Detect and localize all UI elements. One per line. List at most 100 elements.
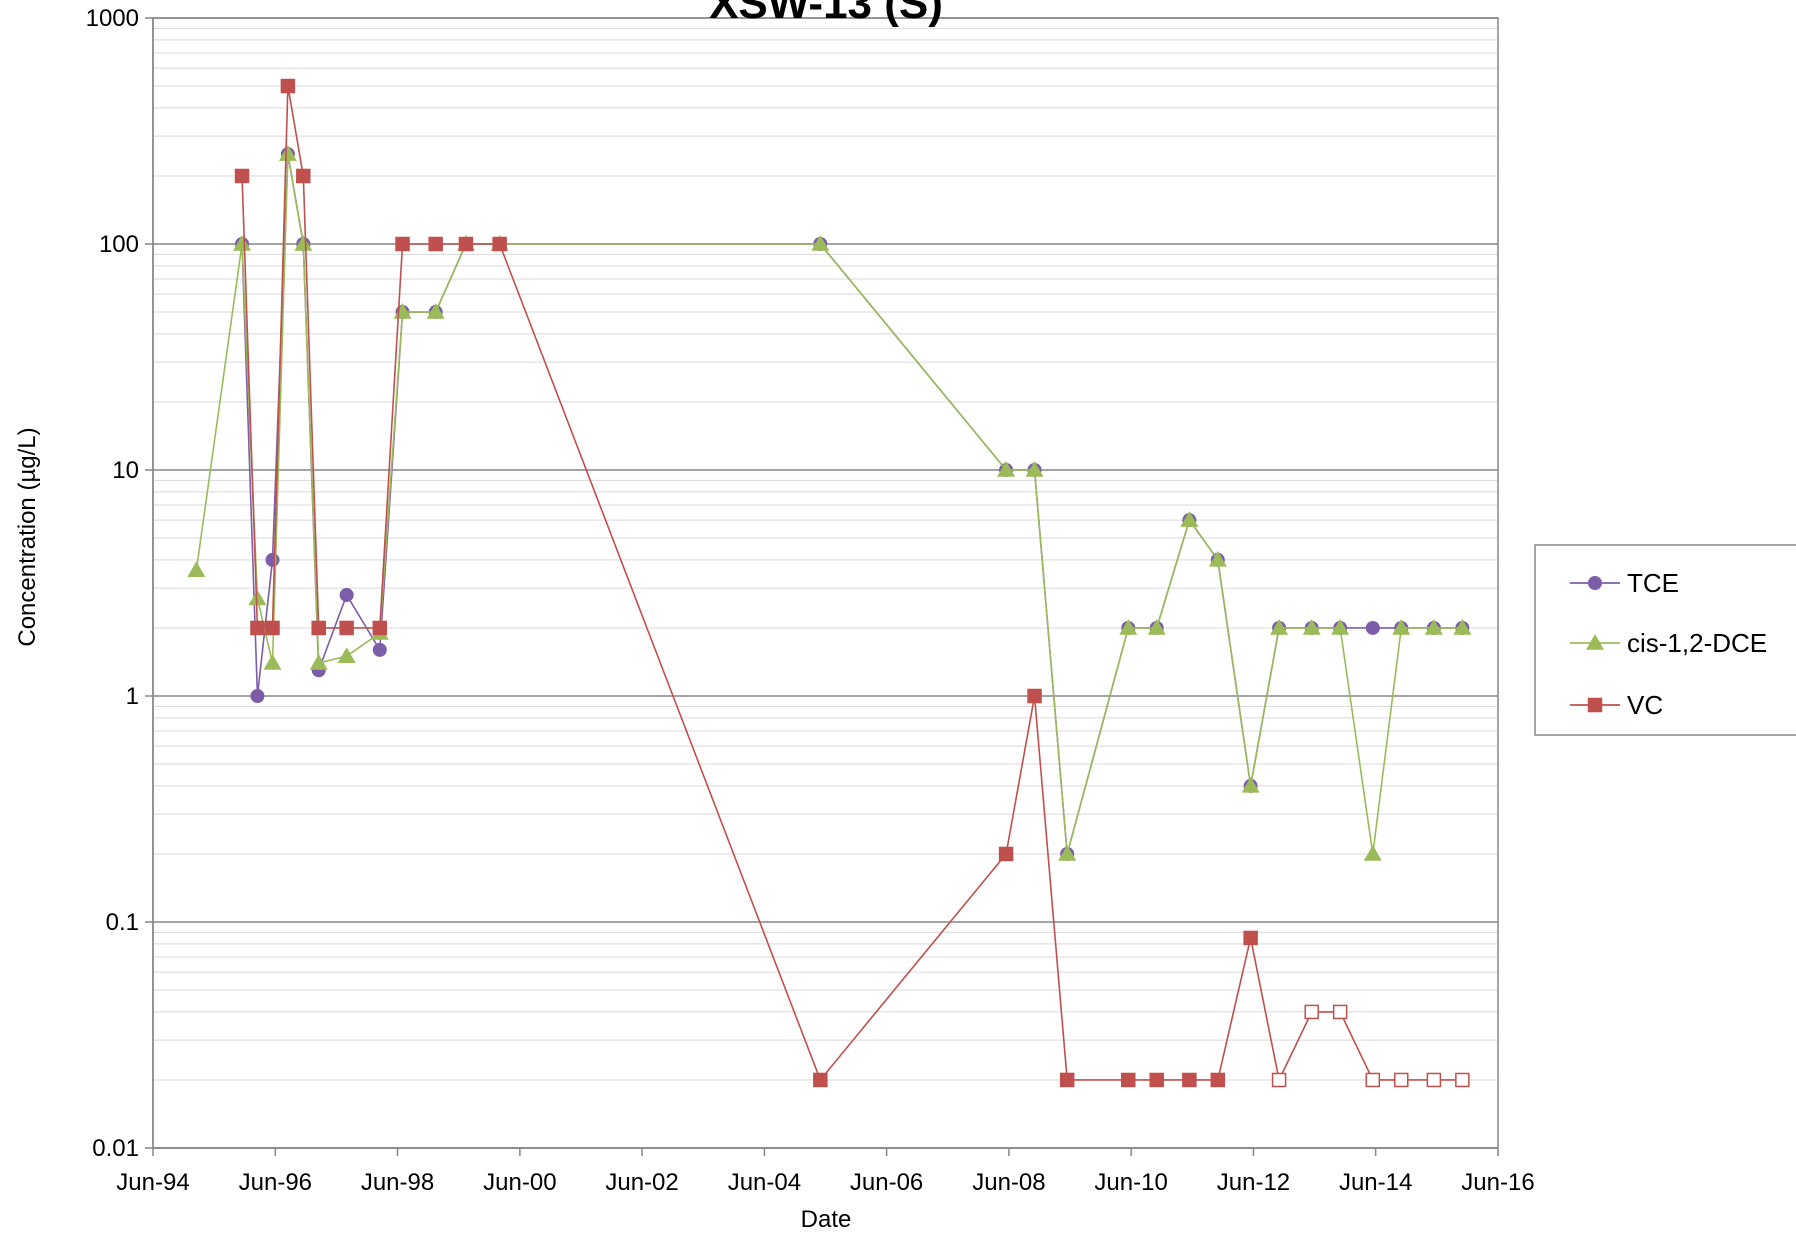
data-point-vc (234, 168, 250, 184)
major-gridlines (153, 17, 1498, 1149)
y-tick-label: 100 (99, 231, 139, 258)
x-tick-label: Jun-06 (850, 1169, 923, 1196)
data-point-cis-1-2-dce (1302, 618, 1321, 635)
series-vc (234, 78, 1470, 1088)
data-point-vc (998, 846, 1014, 862)
data-point-cis-1-2-dce (1058, 844, 1077, 861)
x-tick-label: Jun-94 (116, 1169, 189, 1196)
x-tick-label: Jun-16 (1461, 1169, 1534, 1196)
x-tick-label: Jun-08 (972, 1169, 1045, 1196)
data-point-vc (1394, 1072, 1409, 1088)
x-tick-label: Jun-96 (239, 1169, 312, 1196)
data-point-vc (1059, 1072, 1075, 1088)
data-point-vc (1271, 1072, 1287, 1088)
data-point-cis-1-2-dce (248, 589, 267, 606)
data-point-cis-1-2-dce (187, 561, 206, 578)
data-point-vc (1027, 688, 1042, 704)
data-point-vc (395, 236, 410, 252)
data-point-tce (250, 689, 265, 703)
data-point-cis-1-2-dce (1363, 844, 1382, 861)
data-point-vc (311, 620, 326, 636)
data-point-cis-1-2-dce (233, 235, 252, 251)
x-tick-label: Jun-98 (361, 1169, 434, 1196)
data-point-cis-1-2-dce (1392, 618, 1411, 635)
data-point-vc (492, 236, 507, 252)
data-point-vc (1182, 1072, 1197, 1088)
data-point-tce (339, 587, 354, 602)
data-point-vc (1332, 1004, 1348, 1020)
data-point-vc (1455, 1072, 1470, 1088)
x-tick-label: Jun-12 (1217, 1169, 1290, 1196)
data-point-cis-1-2-dce (1424, 618, 1443, 635)
data-point-vc (1210, 1072, 1226, 1088)
x-tick-label: Jun-00 (483, 1169, 556, 1196)
data-point-cis-1-2-dce (263, 653, 282, 670)
data-point-vc (813, 1072, 828, 1088)
x-axis-title: Date (801, 1206, 852, 1233)
legend-marker-vc (1587, 697, 1603, 713)
data-point-vc (280, 78, 296, 94)
y-tick-label: 0.01 (92, 1135, 139, 1162)
data-point-vc (1149, 1072, 1164, 1088)
data-point-vc (372, 620, 388, 636)
x-tick-label: Jun-10 (1094, 1169, 1167, 1196)
data-point-cis-1-2-dce (1208, 550, 1227, 567)
y-axis-title: Concentration (µg/L) (14, 427, 41, 646)
y-tick-label: 1 (126, 683, 139, 710)
data-point-cis-1-2-dce (1331, 618, 1350, 635)
data-point-cis-1-2-dce (1180, 511, 1199, 527)
series-layer (187, 78, 1472, 1088)
y-tick-label: 10 (112, 457, 139, 484)
data-point-cis-1-2-dce (309, 653, 328, 670)
data-point-vc (1426, 1072, 1442, 1088)
data-point-cis-1-2-dce (337, 647, 356, 663)
y-tick-label: 1000 (86, 5, 139, 32)
x-tick-label: Jun-14 (1339, 1169, 1412, 1196)
x-tick-label: Jun-02 (605, 1169, 678, 1196)
data-point-vc (250, 620, 265, 636)
legend-box (1534, 544, 1796, 736)
data-point-vc (265, 620, 280, 636)
data-point-cis-1-2-dce (294, 235, 313, 251)
data-point-vc (458, 236, 474, 252)
axes (152, 18, 1498, 1149)
data-point-cis-1-2-dce (1270, 618, 1289, 635)
data-point-cis-1-2-dce (1147, 618, 1166, 635)
data-point-cis-1-2-dce (1119, 618, 1138, 635)
data-point-vc (1121, 1072, 1136, 1088)
data-point-vc (339, 620, 354, 636)
chart-title: XSW-13 (S) (709, 0, 943, 28)
series-line-tce (241, 153, 1463, 855)
legend-label: cis-1,2-DCE (1627, 628, 1767, 658)
data-point-cis-1-2-dce (997, 461, 1016, 477)
legend-label: TCE (1627, 568, 1679, 598)
data-point-vc (1304, 1004, 1319, 1020)
series-line-vc (241, 85, 1463, 1083)
minor-gridlines (153, 27, 1498, 1081)
y-tick-label: 0.1 (106, 909, 139, 936)
series-line-cis-1-2-dce (195, 153, 1463, 855)
legend-label: VC (1627, 690, 1663, 720)
x-tick-label: Jun-04 (728, 1169, 801, 1196)
y-axis-ticks: 0.01 0.1 1 10 100 1000 (86, 5, 153, 1162)
data-point-vc (428, 236, 443, 252)
data-point-cis-1-2-dce (426, 303, 445, 319)
data-point-vc (1243, 930, 1258, 946)
data-point-cis-1-2-dce (811, 235, 830, 251)
legend-item-tce: TCE (1570, 568, 1679, 598)
data-point-tce (372, 642, 387, 657)
data-point-vc (1365, 1072, 1381, 1088)
data-point-cis-1-2-dce (1241, 776, 1260, 793)
legend-item-cis-1-2-dce: cis-1,2-DCE (1570, 628, 1767, 658)
data-point-cis-1-2-dce (1453, 618, 1472, 635)
series-cis-1-2-dce (187, 145, 1472, 861)
data-point-cis-1-2-dce (278, 145, 297, 161)
data-point-vc (296, 168, 311, 184)
legend-item-vc: VC (1570, 690, 1663, 720)
data-point-cis-1-2-dce (1025, 461, 1044, 477)
legend: TCE cis-1,2-DCE VC (1534, 544, 1796, 736)
x-axis-ticks: Jun-94 Jun-96 Jun-98 Jun-00 Jun-02 Jun-04 Jun-… (116, 1148, 1535, 1196)
data-point-tce (265, 552, 280, 567)
data-point-tce (1365, 620, 1380, 635)
